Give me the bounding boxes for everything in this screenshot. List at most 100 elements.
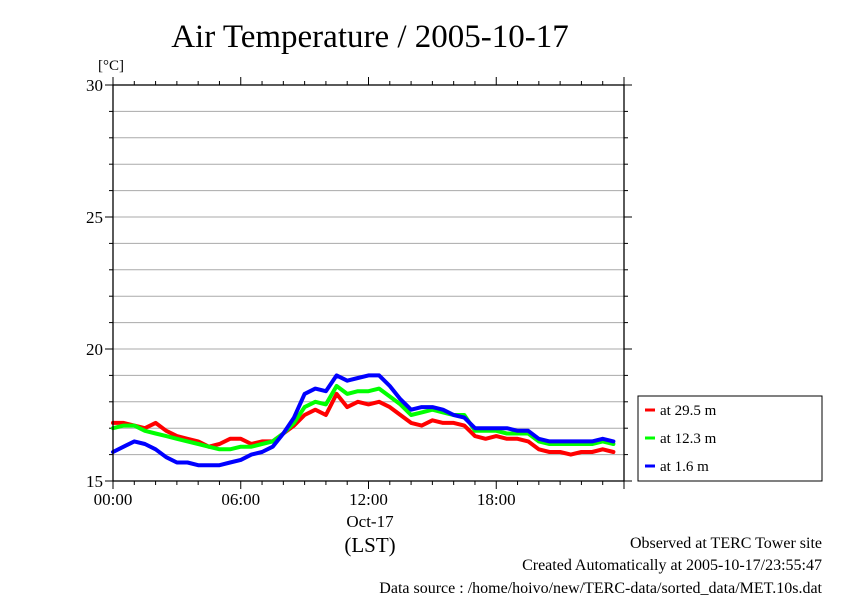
data-point (452, 414, 454, 416)
data-point (261, 443, 263, 445)
data-point (282, 432, 284, 434)
data-point (144, 443, 146, 445)
data-point (495, 427, 497, 429)
data-point (154, 448, 156, 450)
data-point (240, 459, 242, 461)
data-point (325, 403, 327, 405)
x-tick-label: 06:00 (221, 490, 260, 509)
y-tick-label: 15 (86, 472, 103, 491)
data-point (452, 422, 454, 424)
legend-label: at 29.5 m (660, 403, 717, 419)
data-point (410, 414, 412, 416)
data-point (602, 438, 604, 440)
x-tick-label: 18:00 (477, 490, 516, 509)
data-point (208, 464, 210, 466)
data-point (186, 461, 188, 463)
x-date-label: Oct-17 (346, 512, 394, 531)
data-point (506, 438, 508, 440)
data-point (484, 438, 486, 440)
data-point (378, 401, 380, 403)
legend-label: at 12.3 m (660, 431, 717, 447)
data-point (421, 406, 423, 408)
chart: Air Temperature / 2005-10-17 [°C] 152025… (0, 0, 842, 595)
data-point (399, 398, 401, 400)
data-point (357, 401, 359, 403)
data-point (229, 448, 231, 450)
data-point (176, 438, 178, 440)
chart-title: Air Temperature / 2005-10-17 (171, 19, 569, 55)
data-point (431, 419, 433, 421)
plot-frame (113, 85, 624, 481)
data-point (463, 416, 465, 418)
data-point (410, 422, 412, 424)
footer-created: Created Automatically at 2005-10-17/23:5… (522, 557, 822, 575)
data-point (122, 424, 124, 426)
data-point (357, 377, 359, 379)
data-point (165, 430, 167, 432)
data-point (314, 387, 316, 389)
data-point (229, 438, 231, 440)
data-point (559, 440, 561, 442)
data-point (197, 464, 199, 466)
y-tick-label: 20 (86, 340, 103, 359)
x-tick-label: 12:00 (349, 490, 388, 509)
data-point (612, 451, 614, 453)
data-point (463, 424, 465, 426)
data-point (250, 445, 252, 447)
data-point (389, 406, 391, 408)
data-point (367, 403, 369, 405)
data-point (495, 435, 497, 437)
data-point (346, 379, 348, 381)
data-point (527, 440, 529, 442)
data-point (250, 453, 252, 455)
data-point (197, 443, 199, 445)
data-point (335, 374, 337, 376)
data-point (154, 432, 156, 434)
data-point (612, 440, 614, 442)
data-point (431, 406, 433, 408)
data-point (442, 422, 444, 424)
data-point (570, 453, 572, 455)
data-point (538, 448, 540, 450)
data-point (389, 395, 391, 397)
data-point (154, 422, 156, 424)
data-point (335, 385, 337, 387)
data-point (389, 385, 391, 387)
data-point (186, 440, 188, 442)
x-tick-label: 00:00 (94, 490, 133, 509)
data-point (516, 430, 518, 432)
data-point (506, 432, 508, 434)
data-point (442, 409, 444, 411)
data-point (122, 445, 124, 447)
data-point (303, 414, 305, 416)
data-point (346, 393, 348, 395)
data-point (570, 440, 572, 442)
data-point (527, 430, 529, 432)
data-point (303, 393, 305, 395)
footer-site: Observed at TERC Tower site (630, 535, 822, 553)
data-point (548, 451, 550, 453)
data-point (165, 456, 167, 458)
data-point (325, 414, 327, 416)
y-tick-label: 30 (86, 76, 103, 95)
data-point (591, 440, 593, 442)
data-point (314, 401, 316, 403)
data-point (378, 387, 380, 389)
data-point (548, 440, 550, 442)
data-point (218, 443, 220, 445)
data-point (261, 451, 263, 453)
data-point (240, 438, 242, 440)
data-point (176, 461, 178, 463)
data-point (229, 461, 231, 463)
data-point (474, 427, 476, 429)
legend: at 29.5 m at 12.3 m at 1.6 m (638, 396, 822, 481)
y-axis-unit: [°C] (98, 58, 124, 74)
data-point (421, 424, 423, 426)
series-lines (112, 374, 615, 466)
data-point (303, 406, 305, 408)
data-point (346, 406, 348, 408)
data-point (367, 390, 369, 392)
data-point (133, 440, 135, 442)
data-point (559, 451, 561, 453)
data-point (506, 427, 508, 429)
